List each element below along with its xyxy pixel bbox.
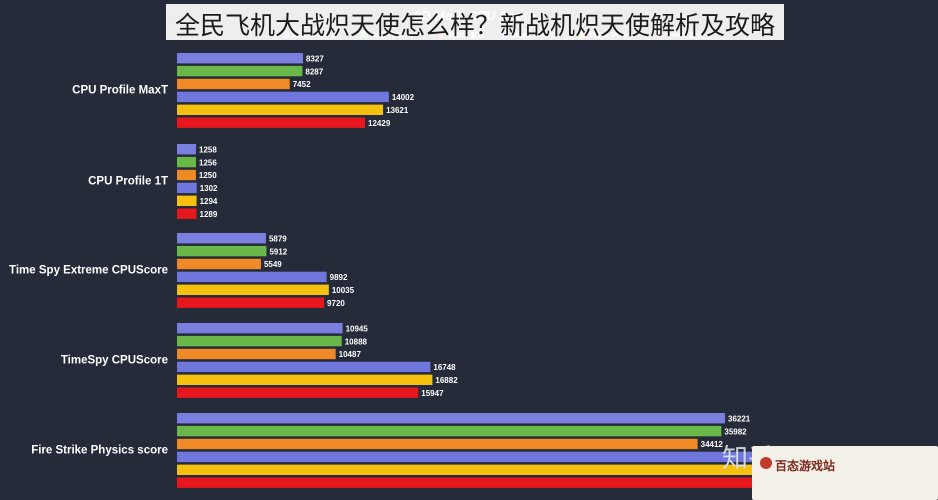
data-label: 10035 — [332, 286, 355, 295]
bar — [177, 297, 325, 308]
category-group: Time Spy Extreme CPUScore 5879 5912 5549 989… — [9, 233, 355, 308]
category-label: Fire Strike Physics score — [31, 445, 168, 457]
bar — [177, 245, 267, 257]
category-group: TimeSpy CPUScore 10945 10888 10487 16748 1688… — [61, 323, 458, 398]
data-label: 15947 — [421, 389, 444, 398]
bar — [177, 156, 197, 168]
bar — [177, 335, 342, 347]
data-label: 8327 — [306, 54, 324, 63]
data-label: 35982 — [724, 427, 747, 436]
data-label: 9892 — [330, 273, 348, 282]
data-label: 5549 — [264, 260, 282, 269]
logo-text: 百态游戏站 — [775, 459, 836, 473]
bar — [177, 208, 197, 219]
bar — [177, 169, 196, 181]
data-label: 1250 — [199, 171, 217, 180]
bar — [177, 271, 327, 283]
data-label: 16748 — [433, 363, 456, 372]
bar — [177, 53, 303, 64]
data-label: 1302 — [200, 184, 218, 193]
bar — [177, 387, 419, 398]
bar — [177, 284, 329, 295]
bar — [177, 477, 938, 488]
bar — [177, 258, 261, 270]
data-label: 1258 — [199, 145, 217, 154]
data-label: 14002 — [392, 93, 415, 102]
data-label: 5879 — [269, 234, 287, 243]
category-group: CPU Profile MaxT 8327 8287 7452 14002 13621 12… — [72, 53, 415, 128]
bar — [177, 413, 725, 424]
bar — [177, 374, 433, 385]
data-label: 16882 — [435, 376, 458, 385]
bar — [177, 117, 366, 128]
bar — [177, 78, 290, 90]
data-label: 8287 — [305, 67, 323, 76]
category-group: CPU Profile 1T 1258 1256 1250 1302 1294 1289 — [88, 144, 218, 219]
data-label: 13621 — [386, 106, 409, 115]
category-label: Time Spy Extreme CPUScore — [9, 265, 168, 277]
data-label: 10888 — [345, 337, 368, 346]
bar — [177, 144, 197, 155]
data-label: 9720 — [327, 299, 345, 308]
bar — [177, 195, 197, 206]
bar — [177, 451, 938, 463]
data-label: 7452 — [293, 80, 311, 89]
banner-text: 全民飞机大战炽天使怎么样？新战机炽天使解析及攻略 — [174, 11, 775, 40]
data-label: 34412 — [701, 440, 724, 449]
data-label: 5912 — [269, 247, 287, 256]
bar — [177, 182, 197, 194]
data-label: 36221 — [728, 414, 751, 423]
bar — [177, 425, 722, 437]
title-banner — [166, 4, 784, 40]
bar — [177, 91, 389, 103]
data-label: 1256 — [199, 158, 217, 167]
data-label: 12429 — [368, 119, 391, 128]
bar — [177, 65, 303, 77]
data-label: 1289 — [200, 210, 218, 219]
logo-icon — [760, 457, 772, 469]
bar — [177, 348, 336, 360]
bar — [177, 104, 384, 115]
data-label: 10487 — [339, 350, 362, 359]
bar — [177, 361, 431, 373]
bar — [177, 233, 266, 244]
bar — [177, 438, 698, 450]
category-label: CPU Profile MaxT — [72, 85, 168, 97]
bar — [177, 323, 343, 334]
data-label: 10945 — [346, 324, 369, 333]
data-label: 1294 — [200, 197, 218, 206]
category-label: CPU Profile 1T — [88, 176, 168, 188]
site-logo — [752, 446, 938, 500]
bar — [177, 464, 938, 475]
category-label: TimeSpy CPUScore — [61, 355, 168, 367]
